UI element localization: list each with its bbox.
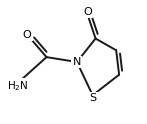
Text: O: O	[83, 7, 92, 17]
Text: O: O	[22, 30, 31, 40]
Text: H$_2$N: H$_2$N	[7, 79, 29, 93]
Text: S: S	[89, 93, 96, 103]
Text: N: N	[73, 57, 81, 67]
